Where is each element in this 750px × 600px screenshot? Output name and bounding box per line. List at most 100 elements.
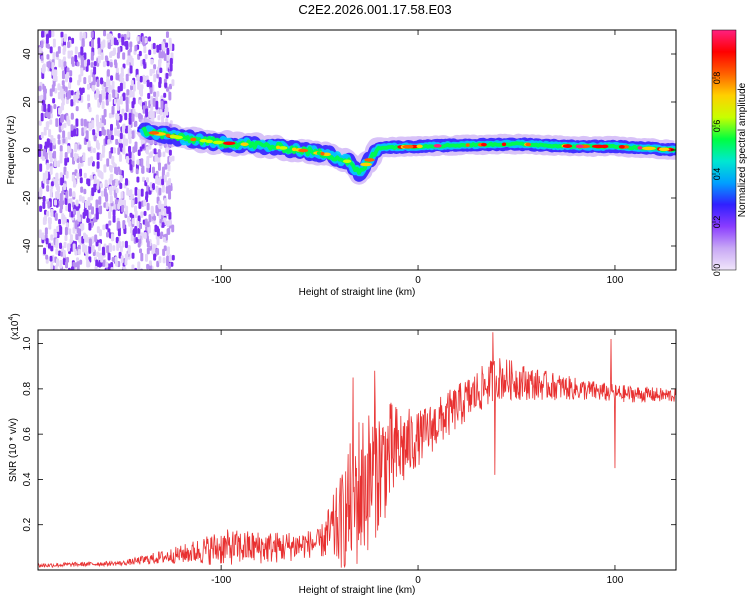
noise-speck bbox=[46, 184, 50, 192]
noise-speck bbox=[119, 143, 123, 152]
noise-speck bbox=[152, 42, 156, 50]
noise-speck bbox=[146, 167, 150, 173]
noise-speck bbox=[129, 65, 133, 74]
noise-speck bbox=[46, 61, 50, 68]
noise-speck bbox=[163, 92, 167, 98]
noise-speck bbox=[72, 208, 76, 215]
noise-speck bbox=[49, 255, 53, 262]
noise-speck bbox=[156, 90, 160, 97]
noise-speck bbox=[112, 245, 116, 251]
noise-speck bbox=[99, 205, 103, 215]
noise-speck bbox=[80, 186, 84, 193]
noise-speck bbox=[40, 131, 44, 139]
noise-speck bbox=[82, 243, 86, 253]
noise-speck bbox=[78, 235, 82, 243]
noise-speck bbox=[146, 162, 150, 169]
noise-speck bbox=[155, 175, 159, 185]
noise-speck bbox=[105, 261, 109, 268]
noise-speck bbox=[135, 237, 139, 243]
noise-speck bbox=[44, 227, 48, 236]
noise-speck bbox=[113, 37, 117, 46]
noise-speck bbox=[110, 261, 114, 269]
noise-speck bbox=[108, 269, 112, 270]
noise-speck bbox=[112, 47, 116, 56]
noise-speck bbox=[108, 211, 112, 219]
noise-speck bbox=[138, 223, 142, 230]
noise-speck bbox=[135, 168, 139, 175]
noise-speck bbox=[155, 100, 159, 110]
noise-speck bbox=[124, 138, 128, 146]
noise-speck bbox=[78, 144, 82, 150]
noise-speck bbox=[170, 261, 174, 267]
noise-speck bbox=[62, 138, 66, 144]
noise-speck bbox=[155, 185, 159, 192]
noise-speck bbox=[61, 64, 65, 70]
noise-speck bbox=[88, 238, 92, 247]
noise-speck bbox=[106, 69, 110, 77]
noise-speck bbox=[165, 72, 169, 79]
noise-speck bbox=[123, 267, 127, 270]
noise-speck bbox=[74, 54, 78, 63]
noise-speck bbox=[140, 211, 144, 218]
noise-speck bbox=[137, 149, 141, 157]
noise-speck bbox=[42, 195, 46, 203]
noise-speck bbox=[149, 110, 153, 119]
noise-speck bbox=[96, 184, 100, 190]
snr-y-tick-label: 0.6 bbox=[22, 427, 33, 441]
colorbar-bar bbox=[711, 29, 737, 271]
noise-speck bbox=[56, 190, 60, 200]
noise-speck bbox=[87, 140, 91, 148]
noise-speck bbox=[43, 219, 47, 225]
noise-speck bbox=[149, 87, 153, 94]
noise-speck bbox=[167, 246, 171, 255]
noise-speck bbox=[115, 71, 119, 81]
noise-speck bbox=[168, 149, 172, 156]
noise-speck bbox=[58, 107, 62, 115]
noise-speck bbox=[48, 129, 52, 138]
noise-speck bbox=[93, 135, 97, 142]
noise-speck bbox=[49, 119, 53, 125]
signal-hotspot bbox=[364, 158, 375, 162]
colorbar-tick-label: 0.6 bbox=[712, 120, 722, 133]
snr-frame bbox=[37, 329, 677, 571]
noise-speck bbox=[125, 103, 129, 113]
noise-speck bbox=[38, 148, 42, 158]
noise-speck bbox=[117, 98, 121, 107]
noise-speck bbox=[143, 76, 147, 85]
noise-speck bbox=[49, 188, 53, 198]
noise-speck bbox=[137, 261, 141, 270]
noise-speck bbox=[161, 178, 165, 186]
noise-speck bbox=[153, 64, 157, 70]
noise-speck bbox=[117, 46, 121, 54]
noise-speck bbox=[118, 138, 122, 144]
noise-speck bbox=[87, 178, 91, 187]
noise-speck bbox=[63, 122, 67, 128]
noise-speck bbox=[103, 164, 107, 173]
noise-speck bbox=[128, 151, 132, 159]
noise-speck bbox=[136, 36, 140, 42]
noise-speck bbox=[88, 106, 92, 113]
noise-speck bbox=[74, 46, 78, 55]
noise-speck bbox=[77, 214, 81, 222]
noise-speck bbox=[144, 37, 148, 44]
colorbar-ticks: 0.0 0.2 0.4 0.6 0.8 bbox=[712, 72, 722, 276]
noise-speck bbox=[146, 202, 150, 211]
noise-speck bbox=[72, 191, 76, 198]
noise-speck bbox=[145, 146, 149, 155]
noise-speck bbox=[57, 91, 61, 100]
noise-speck bbox=[61, 80, 65, 86]
noise-speck bbox=[115, 261, 119, 267]
signal-hotspot bbox=[205, 139, 214, 144]
noise-speck bbox=[101, 100, 105, 110]
noise-speck bbox=[106, 245, 110, 254]
snr-y-tick-label: 0.2 bbox=[22, 517, 33, 531]
signal-hotspot bbox=[199, 138, 208, 143]
noise-speck bbox=[39, 144, 43, 150]
noise-speck bbox=[167, 227, 171, 235]
noise-speck bbox=[136, 74, 140, 82]
noise-speck bbox=[160, 51, 164, 59]
signal-hotspot bbox=[501, 142, 507, 147]
noise-speck bbox=[132, 146, 136, 153]
noise-speck bbox=[73, 153, 77, 162]
noise-speck bbox=[129, 41, 133, 48]
